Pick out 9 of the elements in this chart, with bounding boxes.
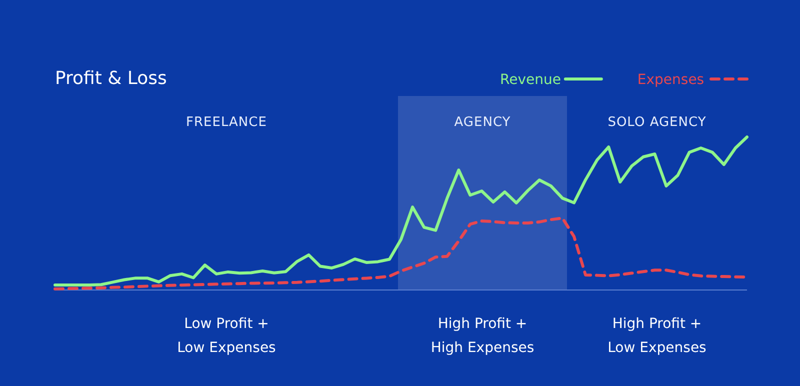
- text: Low Profit + Low Expenses: [177, 316, 276, 356]
- text: High Profit + High Expenses: [430, 316, 534, 356]
- text: AGENCY: [454, 115, 511, 130]
- legend-label: Revenue: [500, 72, 561, 88]
- text: SOLO AGENCY: [608, 115, 706, 130]
- text: High Profit + Low Expenses: [608, 316, 706, 356]
- legend-label: Expenses: [637, 72, 704, 88]
- text: FREELANCE: [186, 115, 267, 130]
- chart-title: Profit & Loss: [55, 68, 167, 89]
